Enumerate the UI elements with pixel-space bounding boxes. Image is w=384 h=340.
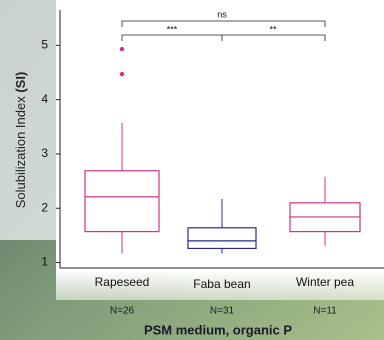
annotation: *** [167,24,178,34]
box [84,170,160,233]
n-label: N=26 [110,306,135,317]
y-tick-label: 1 [41,255,48,269]
category-panel [56,270,384,300]
box [187,227,257,250]
y-tick-label: 5 [41,37,48,51]
y-label-text: Solubilization Index [13,96,28,209]
y-tick-label: 4 [41,92,48,106]
outlier [119,71,125,77]
annotation: ns [217,9,227,19]
y-tick-label: 3 [41,146,48,160]
y-label-unit: (SI) [13,72,28,93]
bracket [121,20,326,27]
outlier [119,46,125,52]
y-axis-label: Solubilization Index (SI) [13,72,28,209]
n-label: N=11 [313,306,337,317]
x-axis-label: PSM medium, organic P [144,322,292,337]
plot-panel [56,0,384,270]
x-tick-label: Winter pea [296,275,354,289]
annotation: ** [269,24,277,34]
y-tick-label: 2 [41,200,48,214]
x-tick-label: Rapeseed [95,275,150,289]
bracket [121,34,326,41]
label-panel [0,0,56,240]
n-label: N=31 [210,306,235,317]
x-tick-label: Faba bean [193,277,250,291]
